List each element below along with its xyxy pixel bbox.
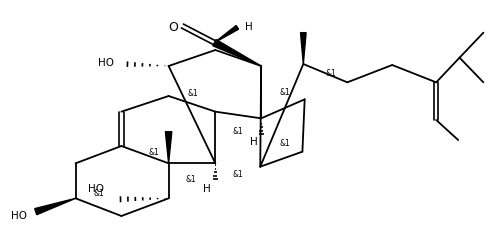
Text: HO: HO <box>98 58 113 68</box>
Text: &1: &1 <box>149 148 160 157</box>
Text: &1: &1 <box>325 70 336 78</box>
Text: HO: HO <box>89 184 104 194</box>
Text: O: O <box>168 21 178 34</box>
Text: &1: &1 <box>280 139 290 148</box>
Text: H: H <box>245 22 253 32</box>
Polygon shape <box>214 25 238 43</box>
Polygon shape <box>35 198 76 215</box>
Polygon shape <box>213 39 261 66</box>
Text: &1: &1 <box>188 89 199 98</box>
Text: &1: &1 <box>185 175 197 184</box>
Text: &1: &1 <box>93 189 104 198</box>
Polygon shape <box>300 33 306 64</box>
Text: &1: &1 <box>233 170 243 179</box>
Polygon shape <box>165 132 172 163</box>
Text: &1: &1 <box>280 88 290 97</box>
Text: &1: &1 <box>233 127 243 136</box>
Text: H: H <box>250 137 258 147</box>
Text: H: H <box>203 184 211 194</box>
Text: HO: HO <box>11 211 27 221</box>
